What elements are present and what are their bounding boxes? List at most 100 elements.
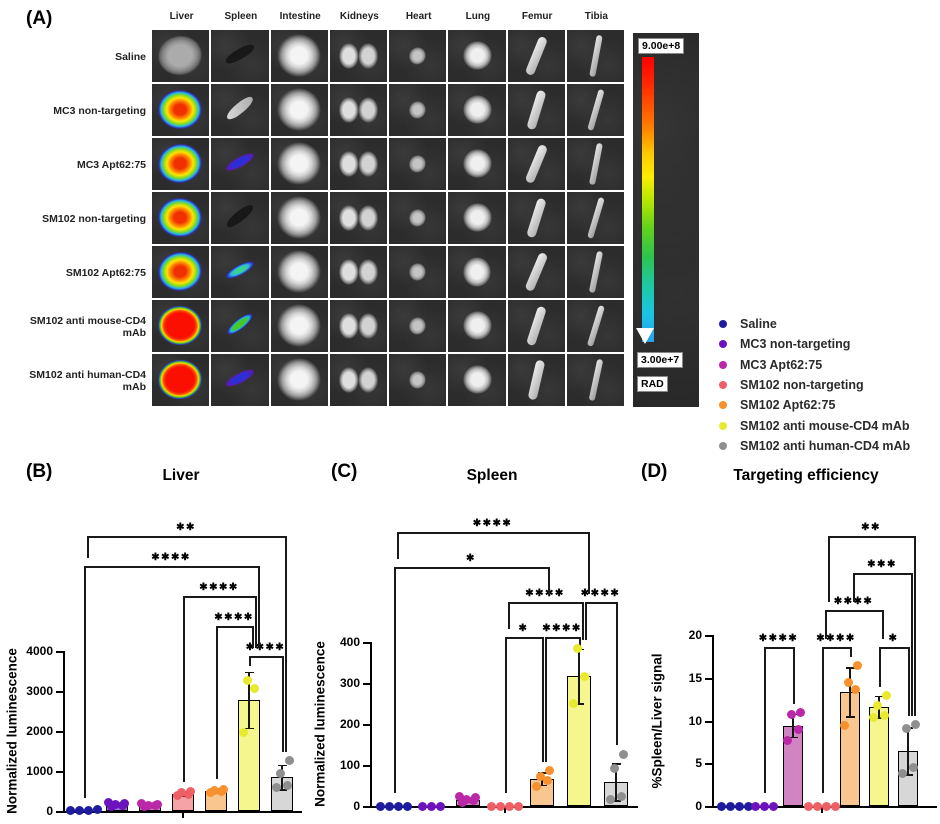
data-point [103, 798, 113, 808]
y-tick [56, 811, 63, 813]
chart-title: Liver [162, 467, 200, 484]
significance-bracket-drop [548, 567, 550, 594]
kidneys-blob [329, 84, 388, 136]
column-header: Liver [169, 11, 194, 22]
significance-bracket-drop [579, 637, 581, 647]
column-header: Spleen [224, 11, 258, 22]
y-tick-label: 0 [353, 799, 360, 813]
data-point [831, 801, 840, 811]
data-point [813, 801, 822, 811]
x-tick [182, 813, 184, 818]
tibia-blob [586, 305, 605, 347]
organ-image-cell [389, 246, 447, 298]
data-point [572, 644, 582, 654]
kidneys-blob [329, 246, 388, 298]
data-point [514, 801, 523, 811]
data-point [143, 800, 153, 810]
colorbar-max-label: 9.00e+8 [638, 38, 685, 54]
organ-image-cell [566, 192, 625, 244]
legend-label: Saline [740, 317, 777, 331]
significance-bracket [822, 647, 850, 649]
significance-bracket-drop [588, 532, 590, 594]
intestine-blob [274, 247, 325, 296]
y-tick-label: 0 [46, 804, 53, 818]
femur-blob [525, 197, 547, 239]
organ-image-cell [507, 354, 565, 406]
kidneys-blob [329, 354, 388, 406]
data-point [417, 801, 427, 811]
data-point [275, 768, 285, 778]
significance-bracket [505, 637, 542, 639]
data-point [242, 676, 252, 686]
significance-bracket-drop [850, 647, 852, 657]
data-point [852, 661, 862, 671]
femur-blob [524, 252, 549, 292]
spleen-blob [224, 201, 256, 231]
data-point [435, 801, 445, 811]
data-point [284, 756, 294, 766]
data-point [868, 712, 878, 722]
heart-blob [406, 206, 429, 230]
data-point [461, 794, 471, 804]
row-label: SM102 Apt62:75 [65, 266, 146, 279]
data-point [531, 781, 541, 791]
legend-item: SM102 Apt62:75 [719, 395, 835, 415]
colorbar-min-label: 3.00e+7 [637, 352, 684, 368]
error-bar-cap [611, 800, 621, 802]
legend-label: SM102 anti mouse-CD4 mAb [740, 418, 910, 433]
significance-bracket-drop [252, 626, 254, 648]
y-tick-label: 0 [695, 799, 702, 813]
data-point [152, 799, 162, 809]
intestine-blob [277, 88, 322, 131]
data-point [110, 799, 120, 809]
organ-image-cell [448, 354, 506, 406]
significance-label: ✱ [466, 553, 476, 564]
spleen-blob [223, 149, 257, 175]
error-bar [792, 713, 794, 738]
error-bar-cap [574, 703, 584, 705]
organ-image-cell [566, 84, 625, 136]
kidneys-blob [329, 138, 388, 190]
organ-image-cell [507, 246, 565, 298]
organ-image-cell [389, 300, 447, 352]
significance-bracket-drop [249, 656, 251, 666]
significance-bracket-drop [285, 536, 287, 752]
data-point [872, 701, 882, 711]
data-point [426, 801, 436, 811]
organ-image-cell [329, 246, 388, 298]
significance-bracket [879, 647, 908, 649]
organ-image-cell [211, 30, 269, 82]
data-point [209, 785, 219, 795]
panel-a-letter: (A) [26, 8, 53, 29]
data-point [897, 769, 907, 778]
x-tick [821, 808, 823, 813]
organ-image-cell [329, 300, 388, 352]
legend-dot [719, 401, 727, 410]
significance-bracket [183, 596, 255, 598]
legend-label: SM102 non-targeting [740, 377, 864, 392]
data-point [850, 685, 860, 695]
significance-label: ✱✱✱✱ [214, 612, 254, 623]
error-bar-cap [874, 716, 884, 719]
data-point [457, 798, 467, 808]
data-point [454, 792, 464, 802]
significance-label: ✱✱✱✱ [151, 552, 191, 563]
significance-bracket [853, 573, 911, 575]
heart-blob [405, 152, 430, 176]
legend-item: MC3 Apt62:75 [719, 355, 822, 375]
significance-bracket [249, 656, 282, 658]
organ-image-cell [507, 30, 565, 82]
y-tick-label: 20 [688, 628, 702, 642]
data-point [822, 801, 831, 811]
error-bar-cap [845, 667, 855, 670]
data-point [735, 801, 744, 811]
data-point [910, 720, 920, 730]
legend-label: MC3 non-targeting [740, 337, 851, 352]
liver-blob [153, 31, 207, 80]
data-point [609, 763, 619, 773]
error-bar-cap [277, 789, 287, 791]
y-tick [363, 765, 370, 767]
data-point [282, 781, 292, 791]
significance-bracket-drop [825, 610, 827, 639]
legend-label: SM102 anti human-CD4 mAb [740, 438, 911, 453]
